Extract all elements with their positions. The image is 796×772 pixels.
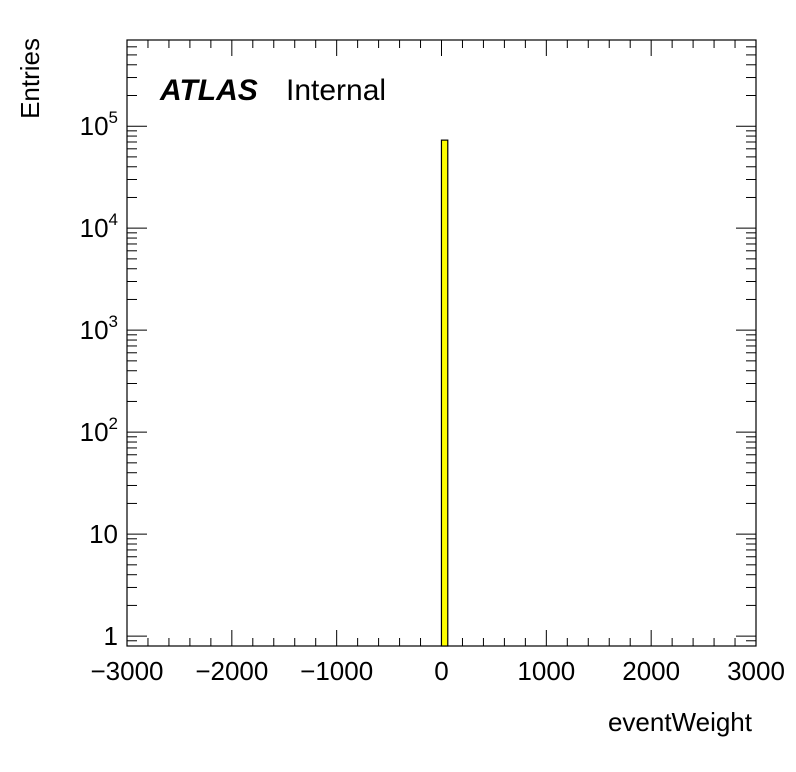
axis-ticks: [126, 39, 757, 647]
atlas-label: ATLAS: [159, 74, 258, 107]
x-tick-label: −1000: [300, 656, 373, 686]
x-tick-label: −2000: [195, 656, 268, 686]
y-tick-label: 10: [89, 519, 118, 549]
x-tick-label: 1000: [517, 656, 575, 686]
y-tick-label: 103: [80, 312, 118, 345]
x-axis-title: eventWeight: [608, 707, 753, 737]
histogram-bar: [440, 139, 449, 647]
y-tick-labels: 1 10 102 103 104 105: [80, 108, 118, 651]
x-tick-label: 2000: [622, 656, 680, 686]
x-tick-label: −3000: [90, 656, 163, 686]
x-tick-labels: −3000 −2000 −1000 0 1000 2000 3000: [90, 656, 784, 686]
x-tick-label: 3000: [727, 656, 785, 686]
y-tick-label: 104: [80, 210, 118, 243]
histogram-bars: [440, 139, 449, 647]
internal-label: Internal: [286, 74, 386, 107]
x-tick-label: 0: [434, 656, 448, 686]
y-tick-label: 102: [80, 414, 118, 447]
y-axis-title: Entries: [15, 38, 45, 119]
y-tick-label: 105: [80, 108, 118, 141]
y-tick-label: 1: [104, 621, 118, 651]
